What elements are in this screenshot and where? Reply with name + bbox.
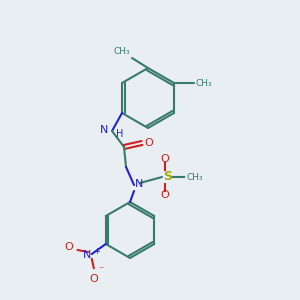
Text: +: + xyxy=(93,247,100,256)
Text: N: N xyxy=(82,250,91,260)
Text: O: O xyxy=(89,274,98,284)
Text: CH₃: CH₃ xyxy=(186,172,202,182)
Text: N: N xyxy=(100,125,108,135)
Text: O: O xyxy=(160,154,169,164)
Text: CH₃: CH₃ xyxy=(113,47,130,56)
Text: N: N xyxy=(135,179,143,189)
Text: ⁻: ⁻ xyxy=(99,265,104,275)
Text: O: O xyxy=(144,138,153,148)
Text: H: H xyxy=(116,129,123,139)
Text: O: O xyxy=(160,190,169,200)
Text: CH₃: CH₃ xyxy=(196,79,213,88)
Text: S: S xyxy=(163,170,172,184)
Text: O: O xyxy=(64,242,73,252)
